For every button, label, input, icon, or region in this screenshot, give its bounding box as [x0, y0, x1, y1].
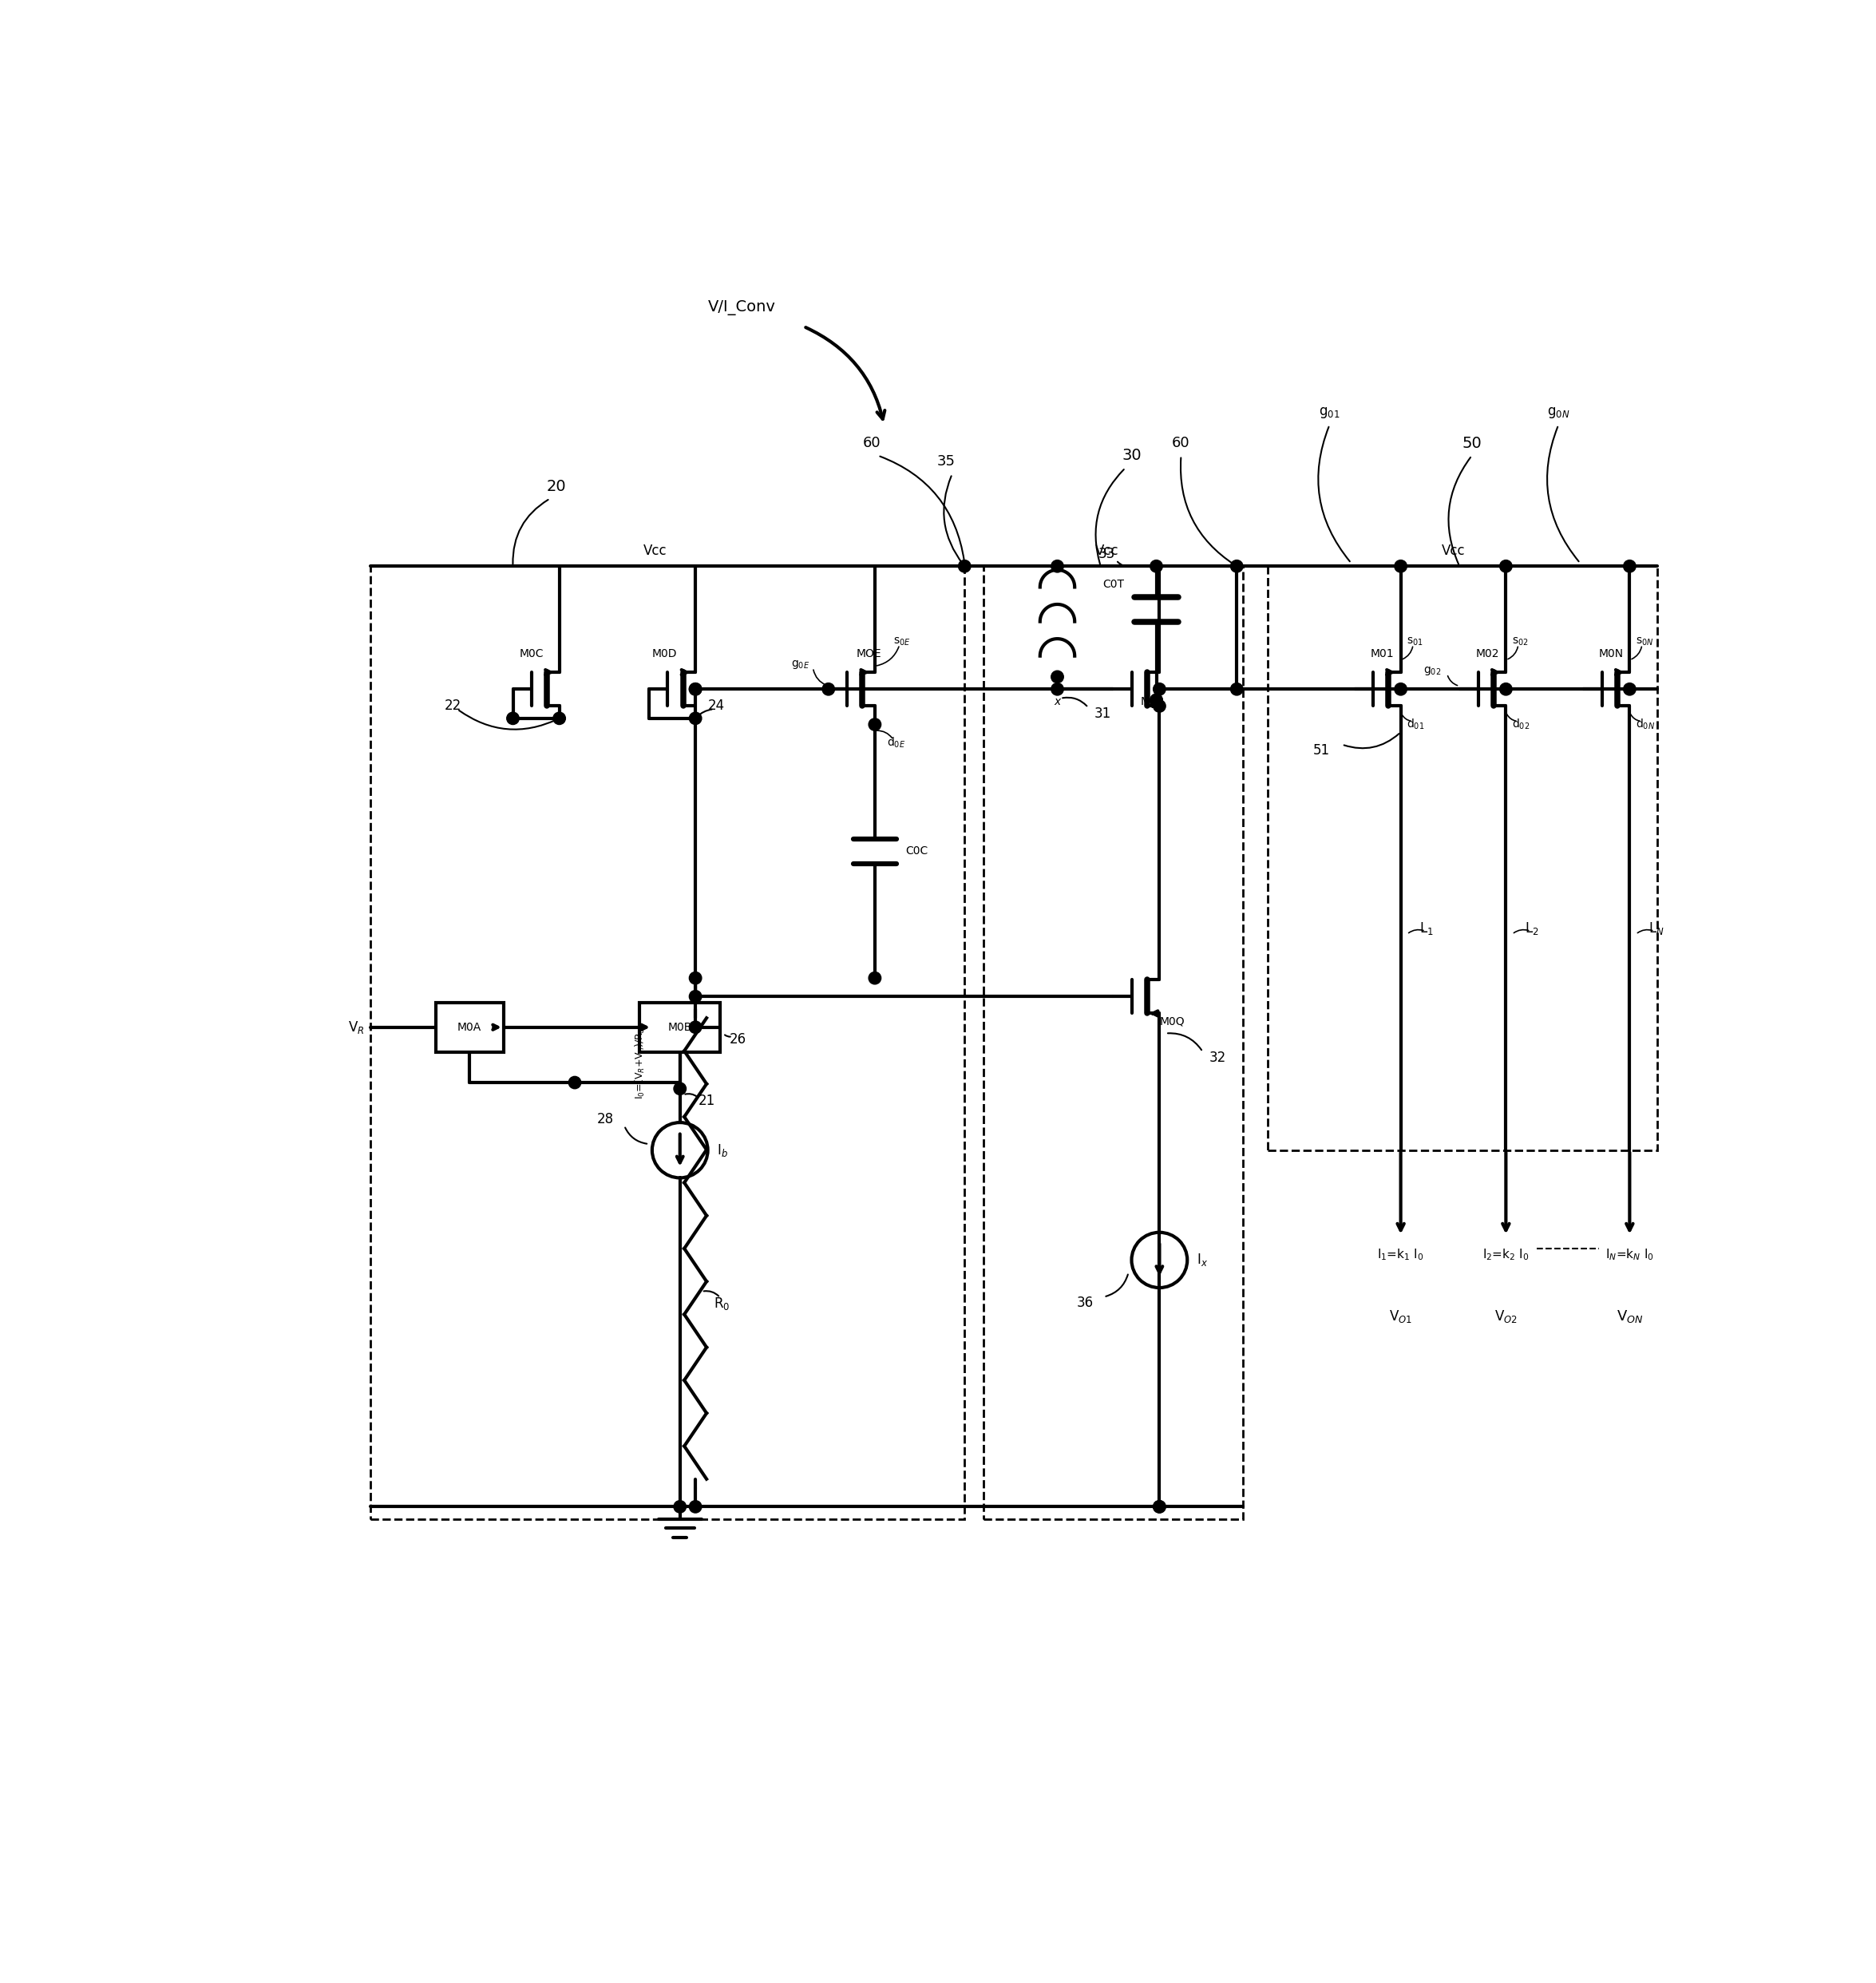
Text: V$_R$: V$_R$	[349, 1019, 364, 1035]
Circle shape	[869, 718, 882, 730]
Circle shape	[673, 1083, 687, 1095]
Text: 31: 31	[1094, 706, 1111, 722]
Text: 32: 32	[1208, 1051, 1225, 1065]
Circle shape	[553, 712, 565, 724]
Text: s$_{0E}$: s$_{0E}$	[893, 637, 910, 646]
Circle shape	[688, 1501, 702, 1513]
Text: 33: 33	[1097, 547, 1116, 561]
Circle shape	[688, 682, 702, 696]
Text: 60: 60	[863, 436, 880, 450]
Text: g$_{02}$: g$_{02}$	[1424, 664, 1441, 676]
Text: I$_N$=k$_N$ I$_0$: I$_N$=k$_N$ I$_0$	[1606, 1247, 1655, 1261]
Text: R$_0$: R$_0$	[715, 1295, 730, 1313]
Text: s$_{02}$: s$_{02}$	[1512, 637, 1529, 646]
Text: M0C: M0C	[520, 648, 544, 660]
Bar	[435, 1003, 503, 1051]
Text: I$_x$: I$_x$	[1197, 1251, 1208, 1267]
Text: L$_2$: L$_2$	[1525, 920, 1538, 936]
Text: M02: M02	[1476, 648, 1499, 660]
Circle shape	[688, 712, 702, 724]
Circle shape	[1051, 682, 1064, 696]
Text: g$_{0N}$: g$_{0N}$	[1548, 405, 1570, 420]
Circle shape	[1154, 700, 1165, 712]
Text: 20: 20	[546, 478, 567, 494]
Text: I$_1$=k$_1$ I$_0$: I$_1$=k$_1$ I$_0$	[1377, 1247, 1424, 1261]
Text: 60: 60	[1172, 436, 1189, 450]
Text: MOE: MOE	[855, 648, 882, 660]
Circle shape	[1499, 682, 1512, 696]
Text: Vcc: Vcc	[1096, 543, 1118, 557]
Text: M0R: M0R	[1141, 696, 1165, 708]
Text: M0A: M0A	[458, 1021, 482, 1033]
Text: C0C: C0C	[906, 845, 929, 857]
Text: M0N: M0N	[1598, 648, 1623, 660]
Circle shape	[1394, 682, 1407, 696]
Text: d$_{01}$: d$_{01}$	[1407, 718, 1424, 732]
Circle shape	[1499, 559, 1512, 573]
Text: 35: 35	[936, 454, 955, 468]
Circle shape	[507, 712, 520, 724]
Text: x: x	[1054, 696, 1060, 708]
Text: 26: 26	[730, 1033, 747, 1047]
Text: d$_{0E}$: d$_{0E}$	[887, 736, 906, 750]
Circle shape	[1154, 682, 1165, 696]
Circle shape	[1231, 682, 1244, 696]
Text: 30: 30	[1122, 448, 1141, 464]
Text: 50: 50	[1461, 436, 1482, 450]
Circle shape	[1154, 1501, 1165, 1513]
Text: Vcc: Vcc	[1441, 543, 1465, 557]
Circle shape	[869, 972, 882, 984]
Circle shape	[1623, 559, 1636, 573]
Circle shape	[673, 1501, 687, 1513]
Circle shape	[822, 682, 835, 696]
Text: I$_2$=k$_2$ I$_0$: I$_2$=k$_2$ I$_0$	[1482, 1247, 1529, 1261]
Text: V$_{O2}$: V$_{O2}$	[1495, 1309, 1518, 1325]
Text: d$_{0N}$: d$_{0N}$	[1636, 718, 1655, 732]
Text: M0Q: M0Q	[1159, 1015, 1184, 1027]
Circle shape	[688, 972, 702, 984]
Text: L$_N$: L$_N$	[1649, 920, 1664, 936]
Circle shape	[959, 559, 970, 573]
Circle shape	[1051, 670, 1064, 682]
Text: s$_{01}$: s$_{01}$	[1407, 637, 1424, 646]
Text: I$_b$: I$_b$	[717, 1142, 728, 1158]
Text: s$_{0N}$: s$_{0N}$	[1636, 637, 1655, 646]
Circle shape	[688, 990, 702, 1003]
Text: M0B: M0B	[668, 1021, 692, 1033]
Bar	[640, 1003, 720, 1051]
Text: 51: 51	[1313, 744, 1330, 758]
Circle shape	[1623, 682, 1636, 696]
Circle shape	[1051, 559, 1064, 573]
Circle shape	[1150, 696, 1163, 708]
Circle shape	[688, 1021, 702, 1033]
Text: M0D: M0D	[653, 648, 677, 660]
Circle shape	[1150, 694, 1163, 706]
Circle shape	[1150, 559, 1163, 573]
Text: g$_{01}$: g$_{01}$	[1319, 405, 1339, 420]
Text: I$_0$=(V$_R$+V$_n$)/R$_0$: I$_0$=(V$_R$+V$_n$)/R$_0$	[634, 1027, 647, 1099]
Text: V/I_Conv: V/I_Conv	[707, 301, 775, 315]
Circle shape	[688, 682, 702, 696]
Text: d$_{02}$: d$_{02}$	[1512, 718, 1531, 732]
Circle shape	[1394, 559, 1407, 573]
Text: g$_{0E}$: g$_{0E}$	[792, 658, 810, 670]
Text: L$_1$: L$_1$	[1420, 920, 1433, 936]
Text: 36: 36	[1077, 1297, 1094, 1311]
Text: C0T: C0T	[1103, 579, 1124, 591]
Circle shape	[1231, 559, 1244, 573]
Text: 28: 28	[597, 1112, 613, 1126]
Text: V$_{O1}$: V$_{O1}$	[1388, 1309, 1413, 1325]
Circle shape	[1154, 1501, 1165, 1513]
Text: 21: 21	[698, 1095, 715, 1108]
Text: V$_{ON}$: V$_{ON}$	[1617, 1309, 1643, 1325]
Text: 24: 24	[707, 698, 724, 714]
Circle shape	[568, 1077, 582, 1089]
Text: Vcc: Vcc	[643, 543, 668, 557]
Text: 22: 22	[445, 698, 461, 714]
Text: M01: M01	[1369, 648, 1394, 660]
